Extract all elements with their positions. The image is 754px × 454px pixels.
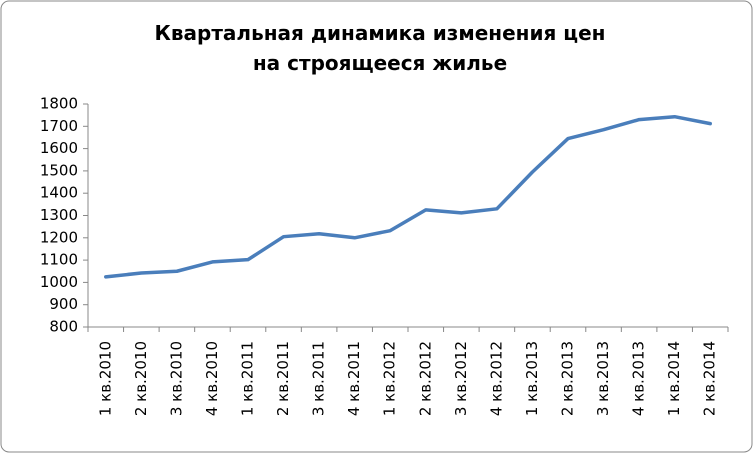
x-tick-label: 3 кв.2012 [452, 341, 470, 416]
x-tick-label: 1 кв.2011 [239, 341, 257, 416]
chart-title: Квартальная динамика изменения цен на ст… [154, 21, 606, 75]
x-tick-label: 4 кв.2011 [345, 341, 363, 416]
y-tick-label: 1000 [40, 273, 78, 291]
x-tick-label: 1 кв.2010 [96, 341, 114, 416]
y-tick-label: 1400 [40, 184, 78, 202]
y-tick-label: 900 [49, 295, 78, 313]
data-line [104, 114, 712, 279]
x-tick-label: 2 кв.2010 [132, 341, 150, 416]
y-tick-label: 800 [49, 318, 78, 336]
y-tick-label: 1500 [40, 161, 78, 179]
x-tick-label: 3 кв.2010 [167, 341, 185, 416]
x-tick-label: 2 кв.2012 [416, 341, 434, 416]
x-tick-label: 2 кв.2014 [701, 341, 719, 416]
y-tick-label: 1600 [40, 139, 78, 157]
x-tick-label: 4 кв.2013 [630, 341, 648, 416]
y-tick-label: 1200 [40, 228, 78, 246]
x-tick-label: 1 кв.2014 [665, 341, 683, 416]
x-tick-label: 2 кв.2011 [274, 341, 292, 416]
x-tick-label: 3 кв.2011 [310, 341, 328, 416]
y-tick-label: 1100 [40, 251, 78, 269]
x-tick-label: 3 кв.2013 [594, 341, 612, 416]
y-tick-label: 1700 [40, 117, 78, 135]
x-tick-label: 4 кв.2012 [487, 341, 505, 416]
y-tick-label: 1800 [40, 95, 78, 113]
x-tick-label: 1 кв.2013 [523, 341, 541, 416]
x-tick-label: 2 кв.2013 [559, 341, 577, 416]
y-tick-label: 1300 [40, 206, 78, 224]
x-tick-label: 1 кв.2012 [381, 341, 399, 416]
x-tick-label: 4 кв.2010 [203, 341, 221, 416]
